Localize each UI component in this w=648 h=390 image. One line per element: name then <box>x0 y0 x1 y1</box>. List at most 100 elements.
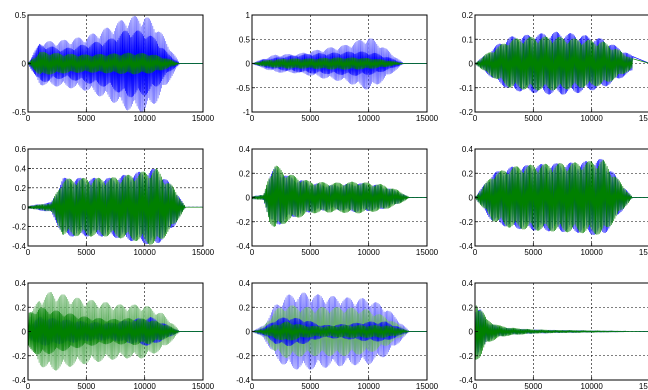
y-tick-label: 0.2 <box>15 303 27 312</box>
x-tick-label: 10000 <box>134 382 157 390</box>
x-tick-label: 10000 <box>134 248 157 257</box>
x-tick-label: 10000 <box>581 248 604 257</box>
series-line <box>27 307 203 355</box>
y-tick-label: -0.2 <box>459 218 473 227</box>
y-tick-label: -0.1 <box>459 84 473 93</box>
series-line <box>251 321 427 341</box>
x-tick-label: 10000 <box>581 382 604 390</box>
y-tick-label: 0.2 <box>15 184 27 193</box>
x-tick-label: 0 <box>250 114 255 123</box>
series-line <box>474 36 648 91</box>
x-tick-label: 5000 <box>301 382 319 390</box>
subplot-8: 0 5000 10000 15000 -0.4 -0.2 0 0.2 0.4 <box>236 279 438 390</box>
y-tick-label: 0.4 <box>239 145 251 154</box>
y-tick-label: 0.2 <box>462 303 474 312</box>
x-tick-label: 0 <box>473 382 478 390</box>
x-tick-label: 0 <box>26 248 31 257</box>
x-tick-label: 10000 <box>134 114 157 123</box>
x-tick-label: 0 <box>473 114 478 123</box>
y-tick-label: 0.4 <box>15 164 27 173</box>
y-tick-label: 0.4 <box>15 279 27 288</box>
subplot-4: 0 5000 10000 15000 -0.4 -0.2 0 0.2 0.4 0.6 <box>12 145 214 257</box>
x-tick-label: 15000 <box>192 382 215 390</box>
series-line <box>27 51 203 75</box>
subplot-1: 0 5000 10000 15000-0.500.5 <box>12 11 214 123</box>
x-tick-label: 10000 <box>358 248 381 257</box>
y-tick-label: -0.4 <box>236 242 250 251</box>
x-tick-label: 15000 <box>192 248 215 257</box>
x-tick-label: 5000 <box>524 114 542 123</box>
subplot-2: 0 5000 10000 15000 -1 -0.5 0 0.5 1 <box>236 11 438 123</box>
subplot-7: 0 5000 10000 15000 -0.4 -0.2 0 0.2 0.4 <box>12 279 214 390</box>
y-tick-label: -0.2 <box>459 108 473 117</box>
x-tick-label: 5000 <box>77 248 95 257</box>
y-tick-label: 0 <box>469 194 474 203</box>
x-tick-label: 0 <box>26 114 31 123</box>
series-line <box>251 165 427 227</box>
x-tick-label: 15000 <box>639 114 648 123</box>
x-tick-label: 5000 <box>301 248 319 257</box>
y-tick-label: -0.5 <box>12 108 26 117</box>
y-tick-label: -0.4 <box>459 242 473 251</box>
y-tick-label: 0.2 <box>239 169 251 178</box>
x-tick-label: 5000 <box>524 382 542 390</box>
x-tick-label: 15000 <box>416 248 439 257</box>
y-tick-label: -0.4 <box>236 376 250 385</box>
x-tick-label: 5000 <box>524 248 542 257</box>
x-tick-label: 5000 <box>77 114 95 123</box>
y-tick-label: 0.1 <box>462 35 474 44</box>
x-tick-label: 5000 <box>77 382 95 390</box>
x-tick-label: 10000 <box>358 114 381 123</box>
x-tick-label: 15000 <box>192 114 215 123</box>
y-tick-label: 0.4 <box>462 145 474 154</box>
series-line <box>27 168 203 245</box>
x-tick-label: 10000 <box>358 382 381 390</box>
y-tick-label: 0.2 <box>462 11 474 20</box>
y-tick-label: -0.4 <box>459 376 473 385</box>
y-tick-label: 0 <box>469 328 474 337</box>
x-tick-label: 15000 <box>416 382 439 390</box>
y-tick-label: -0.2 <box>12 352 26 361</box>
subplot-3: 0 5000 10000 15000 -0.2 -0.1 0 0.1 0.2 <box>459 11 648 123</box>
axes-box <box>27 148 204 247</box>
y-tick-label: -0.2 <box>459 352 473 361</box>
y-tick-label: -0.2 <box>236 352 250 361</box>
y-tick-label: 0 <box>22 203 27 212</box>
subplot-9: 0 5000 10000 15000 -0.4 -0.2 0 0.2 0.4 <box>459 279 648 390</box>
y-tick-label: 0 <box>246 328 251 337</box>
y-tick-label: 0.5 <box>15 11 27 20</box>
y-tick-label: 0 <box>246 194 251 203</box>
series-line <box>251 57 427 70</box>
y-tick-label: -0.5 <box>236 84 250 93</box>
y-tick-label: 0 <box>22 60 27 69</box>
x-tick-label: 15000 <box>639 248 648 257</box>
y-tick-label: 0 <box>246 60 251 69</box>
y-tick-label: -0.2 <box>12 223 26 232</box>
x-tick-label: 5000 <box>301 114 319 123</box>
x-tick-label: 15000 <box>416 114 439 123</box>
x-tick-label: 0 <box>250 248 255 257</box>
y-tick-label: 1 <box>246 11 251 20</box>
y-tick-label: -0.4 <box>12 376 26 385</box>
y-tick-label: 0.2 <box>239 303 251 312</box>
x-tick-label: 0 <box>250 382 255 390</box>
x-tick-label: 0 <box>26 382 31 390</box>
y-tick-label: 0.4 <box>462 279 474 288</box>
y-tick-label: 0.4 <box>239 279 251 288</box>
y-tick-label: 0 <box>22 328 27 337</box>
y-tick-label: 0.5 <box>239 35 251 44</box>
x-tick-label: 15000 <box>639 382 648 390</box>
series-line <box>474 159 648 235</box>
y-tick-label: -0.4 <box>12 242 26 251</box>
series-line <box>474 303 648 360</box>
y-tick-label: 0.6 <box>15 145 27 154</box>
x-tick-label: 0 <box>473 248 478 257</box>
subplot-5: 0 5000 10000 15000 -0.4 -0.2 0 0.2 0.4 <box>236 145 438 257</box>
y-tick-label: 0 <box>469 60 474 69</box>
subplot-6: 0 5000 10000 15000 -0.4 -0.2 0 0.2 0.4 <box>459 145 648 257</box>
y-tick-label: -0.2 <box>236 218 250 227</box>
x-tick-label: 10000 <box>581 114 604 123</box>
y-tick-label: 0.2 <box>462 169 474 178</box>
y-tick-label: -1 <box>243 108 251 117</box>
